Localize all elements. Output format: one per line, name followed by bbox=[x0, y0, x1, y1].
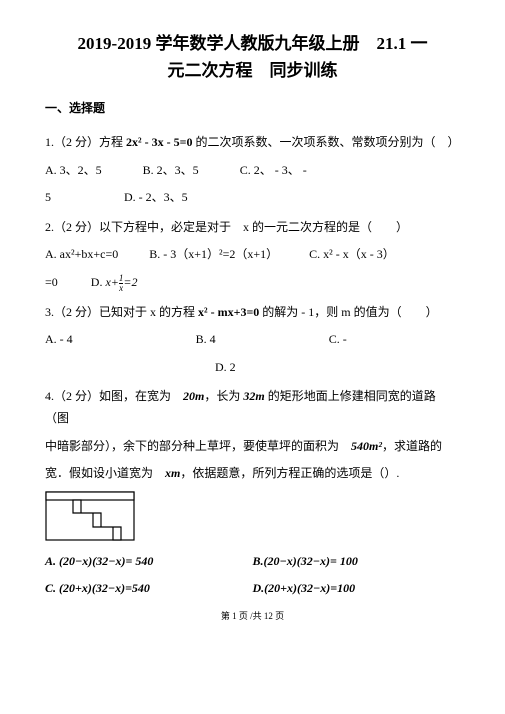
q1-options-row1: A. 3、2、5 B. 2、3、5 C. 2、 - 3、 - bbox=[45, 160, 460, 182]
page-footer: 第 1 页 /共 12 页 bbox=[45, 608, 460, 624]
q4-w1: 20m bbox=[183, 389, 204, 403]
q1-opt-b: B. 2、3、5 bbox=[143, 160, 199, 182]
q4-opt-b: B.(20−x)(32−x)= 100 bbox=[253, 551, 461, 573]
q2-options-row2: =0 D. x+1x=2 bbox=[45, 272, 460, 294]
page: 2019-2019 学年数学人教版九年级上册 21.1 一 元二次方程 同步训练… bbox=[0, 0, 505, 634]
q3-eq: x² - mx+3=0 bbox=[198, 305, 259, 319]
q4-figure bbox=[45, 491, 135, 541]
q1-opt-d: D. - 2、3、5 bbox=[124, 187, 188, 209]
question-3: 3.（2 分）已知对于 x 的方程 x² - mx+3=0 的解为 - 1，则 … bbox=[45, 302, 460, 379]
q2-opt-c: C. x² - x（x - 3） bbox=[309, 244, 395, 266]
question-1: 1.（2 分）方程 2x² - 3x - 5=0 的二次项系数、一次项系数、常数… bbox=[45, 132, 460, 209]
q2-opt-b: B. - 3（x+1）²=2（x+1） bbox=[149, 244, 278, 266]
q4-stem-line2: 中暗影部分），余下的部分种上草坪，要使草坪的面积为 540m²，求道路的 bbox=[45, 436, 460, 458]
question-2: 2.（2 分）以下方程中，必定是对于 x 的一元二次方程的是（ ） A. ax²… bbox=[45, 217, 460, 294]
q3-opt-d: D. 2 bbox=[215, 357, 236, 379]
q2-opt-c2: =0 bbox=[45, 272, 58, 294]
q1-stem: 1.（2 分）方程 2x² - 3x - 5=0 的二次项系数、一次项系数、常数… bbox=[45, 132, 460, 154]
q4-xvar: xm bbox=[165, 466, 180, 480]
q3-opt-c: C. - bbox=[329, 329, 347, 351]
section-heading: 一、选择题 bbox=[45, 98, 460, 120]
q1-options-row2: 5 D. - 2、3、5 bbox=[45, 187, 460, 209]
q4-stem-line3: 宽．假如设小道宽为 xm，依据题意，所列方程正确的选项是（）. bbox=[45, 463, 460, 485]
q3-options-row1: A. - 4 B. 4 C. - bbox=[45, 329, 460, 351]
q2-opt-a: A. ax²+bx+c=0 bbox=[45, 244, 118, 266]
q1-opt-a: A. 3、2、5 bbox=[45, 160, 102, 182]
q1-eq: 2x² - 3x - 5=0 bbox=[126, 135, 192, 149]
q4-stem-line1: 4.（2 分）如图，在宽为 20m，长为 32m 的矩形地面上修建相同宽的道路 … bbox=[45, 386, 460, 429]
q4-options-row2: C. (20+x)(32−x)=540 D.(20+x)(32−x)=100 bbox=[45, 578, 460, 600]
q1-opt-c-cont: 5 bbox=[45, 187, 51, 209]
q4-s3a: 宽．假如设小道宽为 bbox=[45, 466, 165, 480]
q2-stem: 2.（2 分）以下方程中，必定是对于 x 的一元二次方程的是（ ） bbox=[45, 217, 460, 239]
q4-s1a: 4.（2 分）如图，在宽为 bbox=[45, 389, 183, 403]
q4-s2a: 中暗影部分），余下的部分种上草坪，要使草坪的面积为 bbox=[45, 439, 351, 453]
q3-stem-a: 3.（2 分）已知对于 x 的方程 bbox=[45, 305, 198, 319]
q4-w2: 32m bbox=[243, 389, 264, 403]
q4-s2b: ，求道路的 bbox=[382, 439, 442, 453]
road-diagram-icon bbox=[45, 491, 135, 541]
title-line-1: 2019-2019 学年数学人教版九年级上册 21.1 一 bbox=[78, 34, 428, 53]
question-4: 4.（2 分）如图，在宽为 20m，长为 32m 的矩形地面上修建相同宽的道路 … bbox=[45, 386, 460, 600]
q4-s1b: ，长为 bbox=[204, 389, 243, 403]
doc-title: 2019-2019 学年数学人教版九年级上册 21.1 一 元二次方程 同步训练 bbox=[45, 30, 460, 84]
q1-stem-b: 的二次项系数、一次项系数、常数项分别为（ ） bbox=[192, 135, 459, 149]
q4-s3b: ，依据题意，所列方程正确的选项是（）. bbox=[180, 466, 399, 480]
q4-opt-d: D.(20+x)(32−x)=100 bbox=[253, 578, 461, 600]
q1-opt-c-pre: C. 2、 - 3、 - bbox=[240, 160, 307, 182]
q4-opt-a: A. (20−x)(32−x)= 540 bbox=[45, 551, 253, 573]
q4-opt-c: C. (20+x)(32−x)=540 bbox=[45, 578, 253, 600]
title-line-2: 元二次方程 同步训练 bbox=[168, 61, 338, 80]
q4-area: 540m² bbox=[351, 439, 382, 453]
q3-stem: 3.（2 分）已知对于 x 的方程 x² - mx+3=0 的解为 - 1，则 … bbox=[45, 302, 460, 324]
q3-opt-b: B. 4 bbox=[196, 329, 216, 351]
q2-opt-d-label: D. bbox=[91, 275, 106, 289]
q4-options-row1: A. (20−x)(32−x)= 540 B.(20−x)(32−x)= 100 bbox=[45, 551, 460, 573]
q2-options-row1: A. ax²+bx+c=0 B. - 3（x+1）²=2（x+1） C. x² … bbox=[45, 244, 460, 266]
q2-opt-d-eq: x+1x=2 bbox=[105, 275, 137, 289]
q3-options-row2: D. 2 bbox=[45, 357, 460, 379]
q3-opt-a: A. - 4 bbox=[45, 329, 73, 351]
q3-stem-b: 的解为 - 1，则 m 的值为（ ） bbox=[259, 305, 437, 319]
q1-stem-a: 1.（2 分）方程 bbox=[45, 135, 126, 149]
